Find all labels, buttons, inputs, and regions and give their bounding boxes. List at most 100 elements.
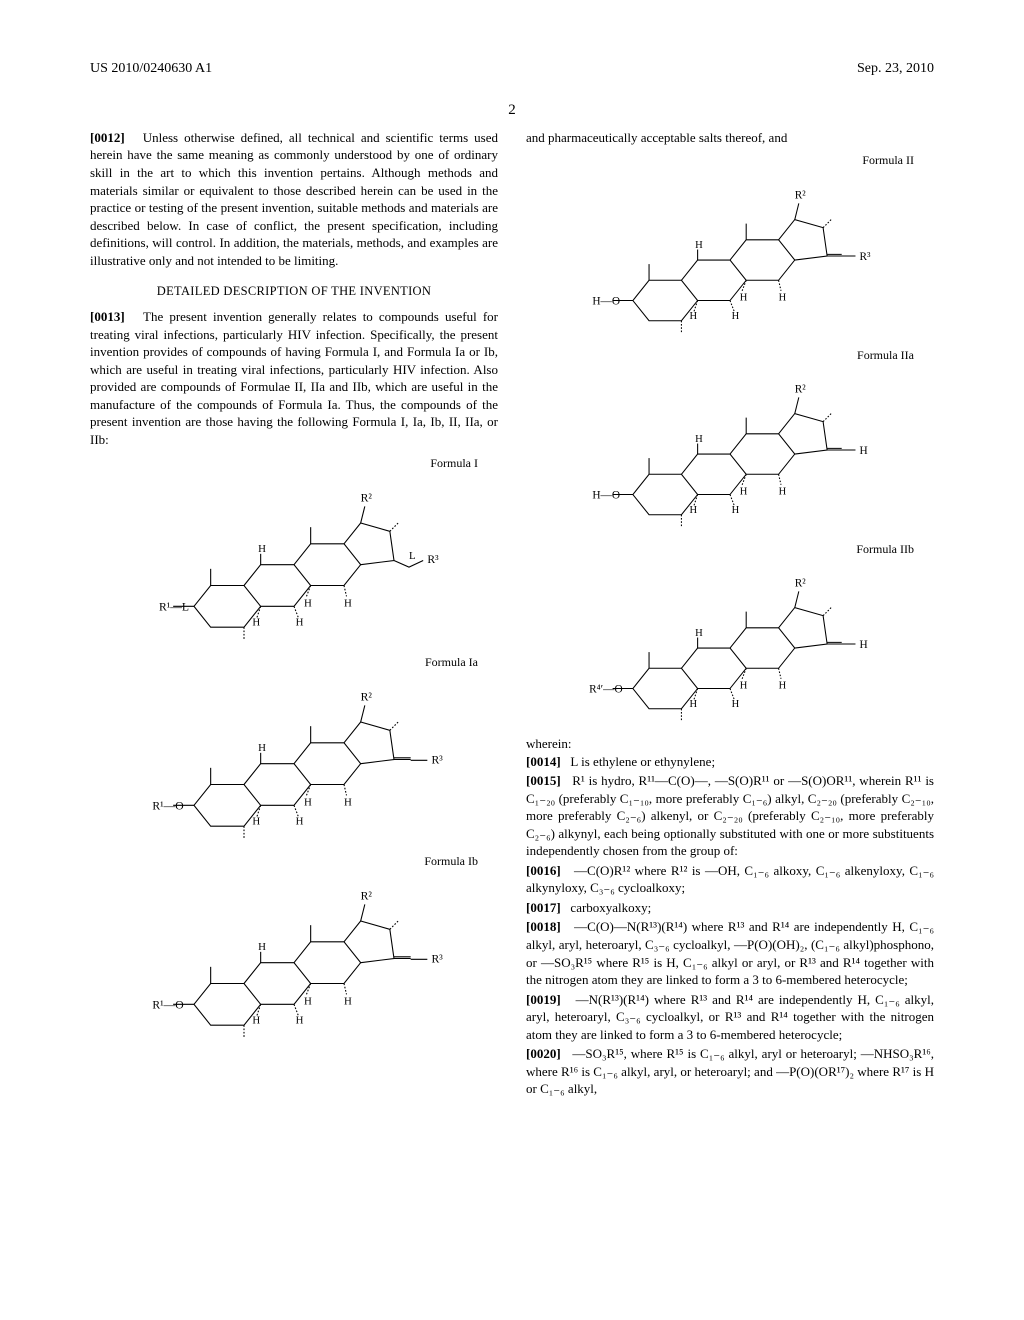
svg-text:H: H	[296, 616, 304, 628]
svg-text:H: H	[304, 597, 312, 609]
para-num: [0016]	[526, 863, 561, 878]
svg-text:R³: R³	[432, 754, 444, 767]
svg-text:L: L	[409, 550, 416, 562]
svg-text:H: H	[732, 311, 740, 322]
svg-text:H: H	[690, 505, 698, 516]
steroid-structure-icon: H—O H R² H H H H H	[580, 365, 880, 535]
para-num: [0017]	[526, 900, 561, 915]
svg-text:R³: R³	[432, 953, 444, 966]
svg-text:H: H	[732, 505, 740, 516]
svg-text:R⁴′—O: R⁴′—O	[589, 684, 623, 696]
svg-text:R²: R²	[795, 383, 807, 395]
svg-text:R²: R²	[361, 889, 373, 902]
formula-label: Formula IIa	[857, 347, 914, 363]
steroid-structure-icon: R¹—L R³ R² H H H H H L	[144, 473, 444, 648]
para-num: [0015]	[526, 773, 561, 788]
svg-text:H: H	[779, 486, 787, 497]
svg-text:R¹—O: R¹—O	[152, 999, 183, 1012]
right-column: and pharmaceutically acceptable salts th…	[526, 129, 934, 1100]
steroid-structure-icon: R¹—O R³ R² H H H H H	[144, 672, 444, 847]
para-0017: [0017] carboxyalkoxy;	[526, 899, 934, 917]
svg-text:H: H	[860, 445, 868, 457]
para-text: —C(O)—N(R¹³)(R¹⁴) where R¹³ and R¹⁴ are …	[526, 919, 934, 987]
svg-text:H: H	[258, 742, 266, 754]
para-text: L is ethylene or ethynylene;	[570, 754, 715, 769]
svg-text:H: H	[690, 699, 698, 710]
svg-text:R²: R²	[361, 491, 373, 504]
steroid-structure-icon: R¹—O R³ R² H H H H H	[144, 871, 444, 1046]
svg-text:H: H	[296, 1015, 304, 1027]
salts-text: and pharmaceutically acceptable salts th…	[526, 129, 934, 147]
left-column: [0012] Unless otherwise defined, all tec…	[90, 129, 498, 1100]
para-0020: [0020] —SO₃R¹⁵, where R¹⁵ is C₁₋₆ alkyl,…	[526, 1045, 934, 1098]
formula-block: Formula I	[90, 455, 498, 648]
svg-text:H: H	[252, 815, 260, 827]
para-0018: [0018] —C(O)—N(R¹³)(R¹⁴) where R¹³ and R…	[526, 918, 934, 988]
two-column-layout: [0012] Unless otherwise defined, all tec…	[90, 129, 934, 1100]
svg-text:R³: R³	[860, 251, 872, 263]
para-0019: [0019] —N(R¹³)(R¹⁴) where R¹³ and R¹⁴ ar…	[526, 991, 934, 1044]
para-num: [0013]	[90, 309, 125, 324]
svg-text:H: H	[252, 616, 260, 628]
svg-text:R²: R²	[795, 578, 807, 590]
para-0013: [0013] The present invention generally r…	[90, 308, 498, 448]
svg-text:H: H	[344, 995, 352, 1007]
page-number: 2	[508, 100, 516, 120]
svg-text:H: H	[344, 796, 352, 808]
para-num: [0020]	[526, 1046, 561, 1061]
svg-text:H: H	[695, 240, 703, 251]
formula-label: Formula IIb	[856, 541, 914, 557]
svg-text:H: H	[258, 941, 266, 953]
section-heading: DETAILED DESCRIPTION OF THE INVENTION	[90, 283, 498, 300]
svg-text:H: H	[779, 292, 787, 303]
formula-label: Formula II	[862, 152, 914, 168]
pub-number: US 2010/0240630 A1	[90, 60, 212, 79]
para-num: [0014]	[526, 754, 561, 769]
para-text: Unless otherwise defined, all technical …	[90, 130, 498, 268]
svg-text:H: H	[344, 597, 352, 609]
svg-text:R³: R³	[427, 553, 439, 566]
svg-text:R²: R²	[795, 189, 807, 201]
para-text: R¹ is hydro, R¹¹—C(O)—, —S(O)R¹¹ or —S(O…	[526, 773, 934, 858]
svg-text:H: H	[740, 486, 748, 497]
para-0012: [0012] Unless otherwise defined, all tec…	[90, 129, 498, 269]
svg-text:H: H	[779, 681, 787, 692]
svg-text:H: H	[740, 292, 748, 303]
svg-text:H: H	[296, 815, 304, 827]
svg-text:H: H	[860, 639, 868, 651]
formula-block: Formula Ia	[90, 654, 498, 847]
formula-label: Formula Ia	[425, 654, 478, 670]
svg-text:H: H	[690, 311, 698, 322]
para-0016: [0016] —C(O)R¹² where R¹² is —OH, C₁₋₆ a…	[526, 862, 934, 897]
para-text: The present invention generally relates …	[90, 309, 498, 447]
formula-block: Formula Ib	[90, 853, 498, 1046]
para-text: —C(O)R¹² where R¹² is —OH, C₁₋₆ alkoxy, …	[526, 863, 934, 896]
steroid-structure-icon: R⁴′—O H R² H H H H H	[580, 559, 880, 729]
svg-text:H: H	[695, 628, 703, 639]
svg-text:H: H	[740, 681, 748, 692]
pub-date: Sep. 23, 2010	[857, 60, 934, 79]
formula-block: Formula II	[526, 152, 934, 340]
wherein-label: wherein:	[526, 735, 934, 753]
svg-text:R¹—L: R¹—L	[159, 600, 189, 613]
para-text: —SO₃R¹⁵, where R¹⁵ is C₁₋₆ alkyl, aryl o…	[526, 1046, 934, 1096]
svg-text:H—O: H—O	[592, 295, 620, 307]
formula-block: Formula IIa	[526, 347, 934, 535]
para-num: [0018]	[526, 919, 561, 934]
svg-text:R²: R²	[361, 690, 373, 703]
svg-text:H—O: H—O	[592, 489, 620, 501]
para-text: —N(R¹³)(R¹⁴) where R¹³ and R¹⁴ are indep…	[526, 992, 934, 1042]
para-0014: [0014] L is ethylene or ethynylene;	[526, 753, 934, 771]
svg-text:H: H	[732, 699, 740, 710]
svg-text:H: H	[304, 995, 312, 1007]
formula-label: Formula I	[430, 455, 478, 471]
para-num: [0012]	[90, 130, 125, 145]
formula-block: Formula IIb	[526, 541, 934, 729]
svg-text:H: H	[304, 796, 312, 808]
svg-text:R¹—O: R¹—O	[152, 799, 183, 812]
para-0015: [0015] R¹ is hydro, R¹¹—C(O)—, —S(O)R¹¹ …	[526, 772, 934, 860]
svg-text:H: H	[252, 1015, 260, 1027]
formula-label: Formula Ib	[424, 853, 478, 869]
para-num: [0019]	[526, 992, 561, 1007]
steroid-structure-icon: H—O R³ R² H H H H H	[580, 171, 880, 341]
